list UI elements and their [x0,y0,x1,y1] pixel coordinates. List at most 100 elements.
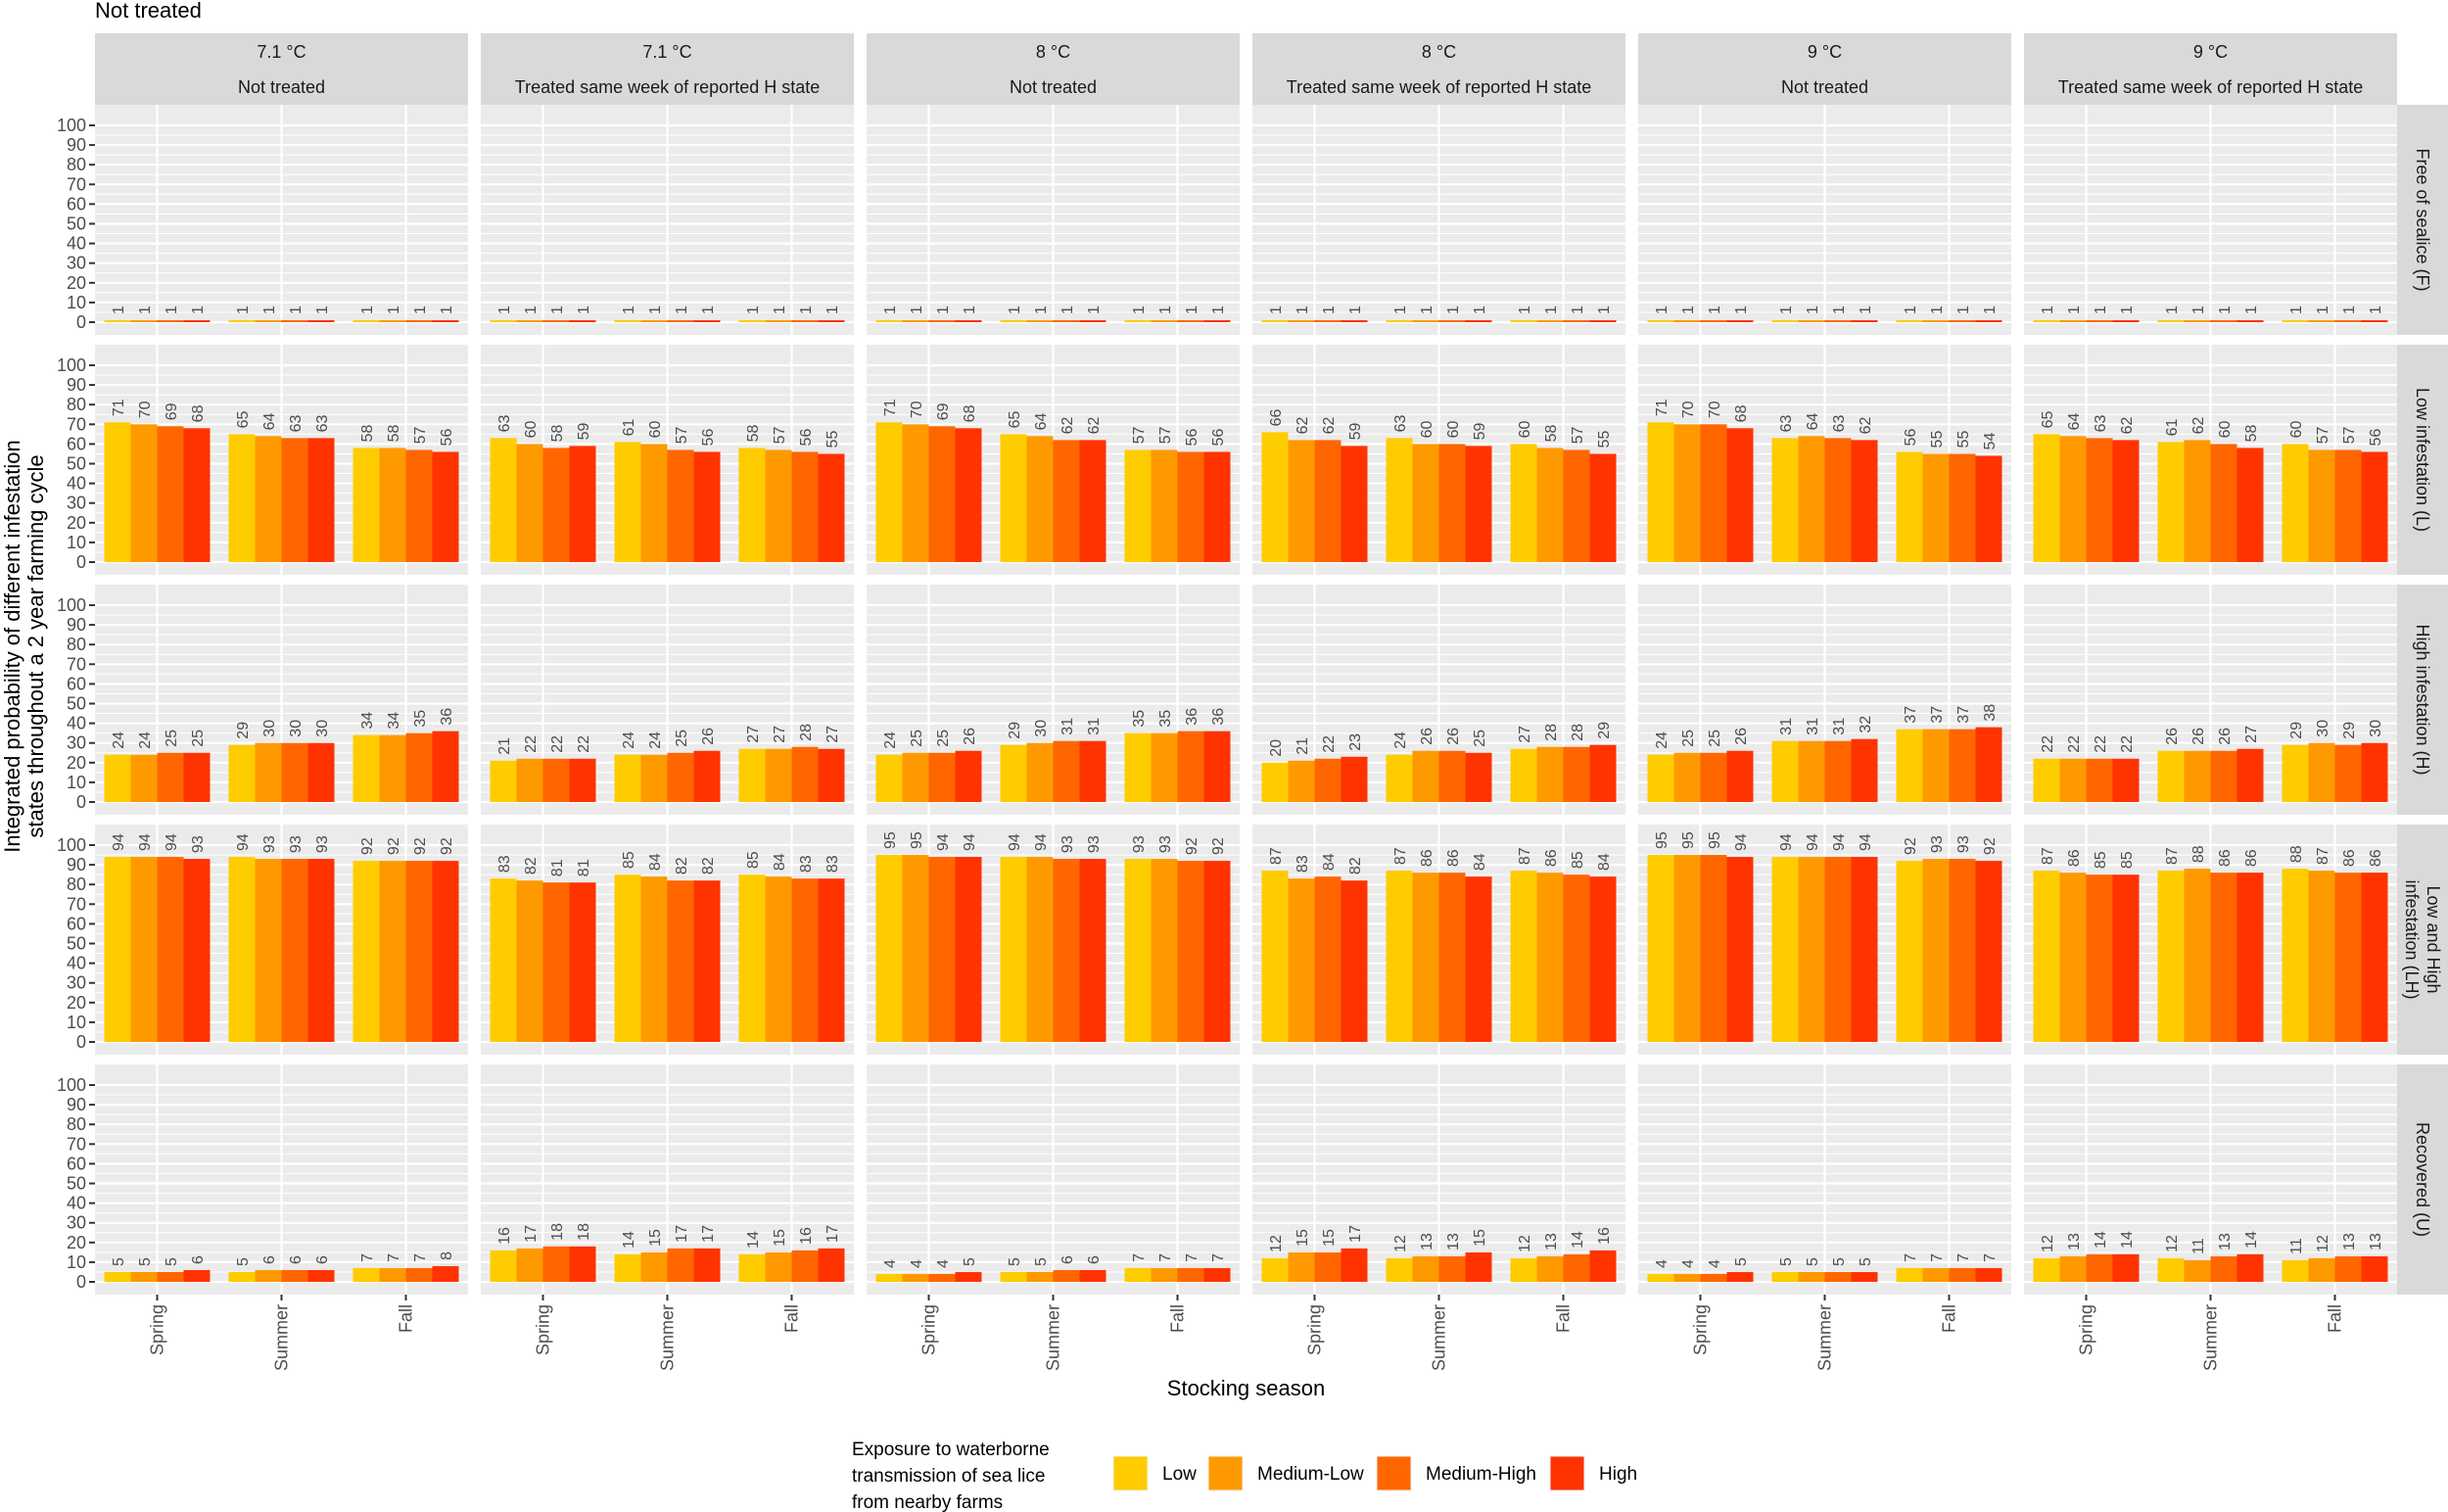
bar-value-label: 1 [798,306,815,314]
y-tick-label: 40 [67,474,86,494]
bar [667,1248,694,1282]
bar-value-label: 60 [2288,421,2305,439]
bar [405,1267,433,1282]
bar-value-label: 87 [2040,847,2056,865]
bar [1341,1248,1368,1282]
column-strip [95,33,468,105]
bar [902,1273,929,1282]
bar-value-label: 57 [2341,427,2358,445]
bar-value-label: 94 [1007,833,1023,851]
bar [1314,758,1342,802]
bar [2086,874,2113,1042]
bar-value-label: 7 [1903,1253,1919,1262]
bar-value-label: 95 [882,831,899,849]
bar [1851,1271,1878,1282]
bar-value-label: 36 [1184,708,1200,726]
bar-value-label: 27 [745,726,762,743]
bar-value-label: 1 [1392,306,1409,314]
bar [1341,880,1368,1042]
bar-value-label: 1 [412,306,429,314]
bar-value-label: 68 [962,404,978,422]
bar [2086,758,2113,802]
bar [307,859,335,1042]
bar [1124,859,1152,1042]
bar [1465,876,1492,1042]
bar-value-label: 70 [137,401,154,418]
bar [1949,729,1976,802]
bar-value-label: 29 [2288,722,2305,739]
bar-value-label: 1 [1210,306,1227,314]
bar [353,1267,380,1282]
bar [353,319,380,322]
column-strip-temperature: 9 °C [2193,42,2228,62]
bar [255,742,282,802]
bar-value-label: 27 [2243,726,2260,743]
bar [1896,451,1923,562]
bar-value-label: 82 [674,857,690,874]
bar [432,861,459,1042]
panel: 1 1 1 1 1 1 1 1 1 1 1 1 [481,105,854,335]
y-tick-label: 30 [67,733,86,753]
bar [1510,871,1537,1042]
bar [1771,319,1799,322]
bar [765,319,792,322]
bar-value-label: 30 [2315,720,2331,737]
bar-value-label: 1 [2119,306,2136,314]
bar [928,857,956,1042]
y-tick-label: 30 [67,1213,86,1233]
bar-value-label: 13 [2066,1233,2083,1251]
panel: 63 60 58 59 61 60 57 56 58 57 56 55 [481,345,854,575]
bar-value-label: 58 [1543,425,1560,443]
bar-value-label: 1 [1654,306,1671,314]
bar [765,449,792,562]
bar-value-label: 1 [1268,306,1285,314]
y-tick-label: 0 [76,1032,86,1052]
bar [1922,453,1950,562]
bar-value-label: 14 [2119,1231,2136,1249]
bar-value-label: 5 [1033,1257,1050,1266]
bar [738,874,766,1042]
bar [104,754,131,802]
bar [1563,1253,1590,1282]
bar-value-label: 1 [2040,306,2056,314]
bar [1647,319,1674,322]
bar [281,438,308,562]
bar-value-label: 4 [882,1259,899,1268]
bar [1438,444,1466,562]
bar-value-label: 64 [1805,412,1821,430]
legend-key [1112,1455,1149,1491]
bar [1203,319,1231,322]
y-tick-label: 90 [67,615,86,635]
bar-value-label: 25 [164,730,180,747]
bar [1700,1273,1727,1282]
bar-value-label: 86 [1543,849,1560,867]
bar-value-label: 60 [2217,421,2234,439]
bar [379,319,406,322]
y-tick-label: 0 [76,552,86,572]
panel: 24 25 25 26 29 30 31 31 35 35 36 36 [867,585,1240,815]
bar [1589,1250,1617,1282]
bar-value-label: 36 [1210,708,1227,726]
y-axis-title: Integrated probability of different infe… [0,440,24,853]
bar-value-label: 1 [1778,306,1795,314]
bar [255,1269,282,1282]
bar [405,319,433,322]
bar-value-label: 16 [798,1227,815,1245]
bar-value-label: 14 [1570,1231,1586,1249]
bar [1151,319,1178,322]
bar [157,426,184,562]
bar [281,859,308,1042]
bar-value-label: 5 [1007,1257,1023,1266]
panel: 20 21 22 23 24 26 26 25 27 28 28 29 [1252,585,1625,815]
bar-value-label: 1 [1419,306,1436,314]
legend-title: Exposure to waterborne [852,1440,1050,1460]
bar-value-label: 86 [2217,849,2234,867]
bar [432,731,459,802]
bar-value-label: 25 [935,730,952,747]
bar-value-label: 71 [1654,399,1671,416]
bar [640,754,668,802]
bar-value-label: 88 [2288,845,2305,863]
bar [1177,861,1204,1042]
bar [693,880,721,1042]
bar [875,855,903,1042]
